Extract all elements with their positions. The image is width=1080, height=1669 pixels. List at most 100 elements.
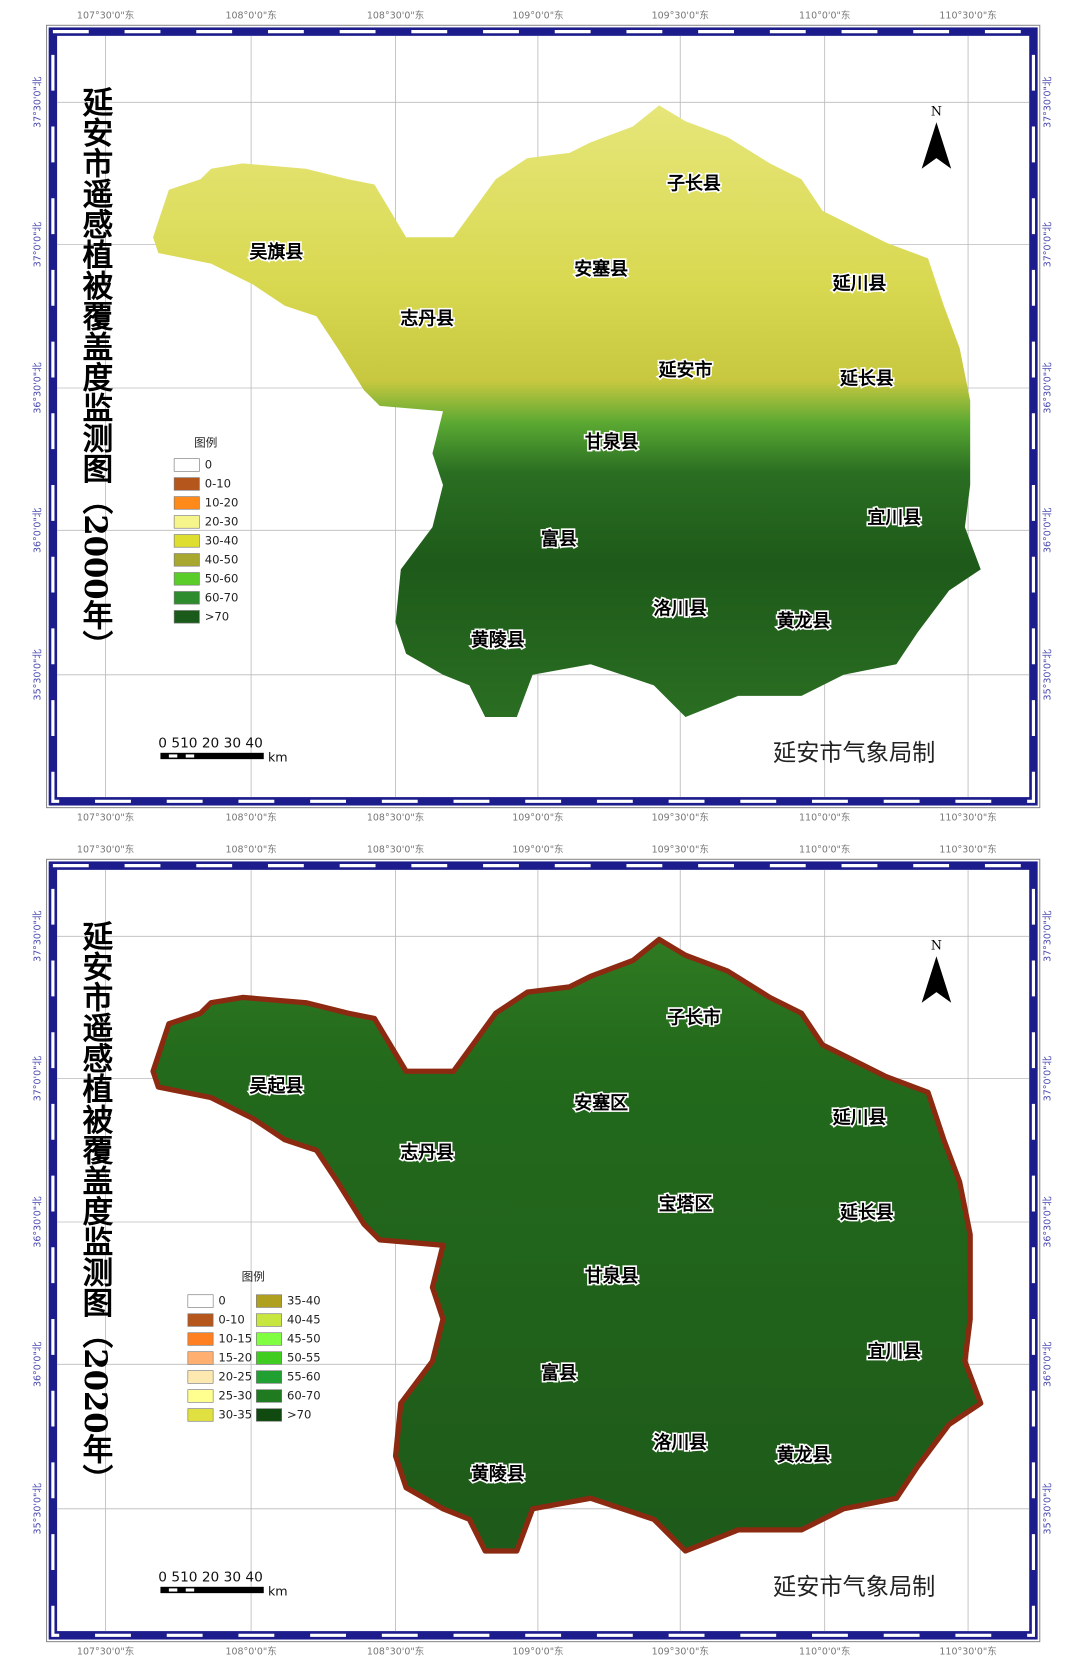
legend-swatch (187, 1294, 214, 1308)
legend-label: 15-20 (218, 1351, 252, 1365)
county-label: 黄龙县 (777, 610, 831, 632)
longitude-label: 108°0'0"东 (225, 9, 276, 21)
county-label: 富县 (541, 528, 577, 550)
latitude-label: 35°30'0"北 (1043, 649, 1054, 701)
county-label: 宜川县 (867, 1341, 921, 1363)
county-label: 延长县 (839, 1203, 894, 1224)
legend-label: 0 (205, 457, 212, 471)
longitude-label: 110°0'0"东 (799, 9, 850, 21)
county-label: 延长县 (839, 369, 894, 390)
latitude-label: 37°0'0"北 (1043, 1055, 1054, 1101)
scale-bar-segment (168, 754, 178, 758)
county-label: 安塞县 (574, 258, 628, 280)
legend-swatch (173, 496, 200, 510)
legend-label: >70 (287, 1407, 311, 1421)
county-label: 洛川县 (653, 1431, 707, 1453)
county-label: 安塞区 (574, 1092, 628, 1114)
legend-swatch (173, 553, 200, 567)
legend-label: 40-45 (287, 1313, 321, 1327)
legend-swatch (187, 1351, 214, 1365)
legend-label: >70 (205, 609, 229, 623)
legend-label: 25-30 (218, 1388, 252, 1402)
scale-unit: km (268, 750, 288, 765)
legend-swatch (187, 1313, 214, 1327)
outer-frame (46, 24, 1041, 809)
map-panel: 107°30'0"东 107°30'0"东 108°0'0"东 108°0'0"东 10… (33, 9, 1054, 824)
legend-swatch (256, 1294, 282, 1308)
county-label: 洛川县 (653, 597, 707, 619)
scale-bar-segment (185, 1588, 195, 1592)
legend-label: 20-30 (205, 514, 239, 528)
county-label: 黄陵县 (471, 629, 525, 651)
county-label: 黄陵县 (471, 1463, 525, 1485)
north-arrow (921, 122, 952, 169)
county-label: 甘泉县 (585, 1265, 639, 1287)
north-label: N (931, 937, 942, 952)
legend-swatch (187, 1332, 214, 1346)
legend-label: 0-10 (205, 476, 231, 490)
region (153, 105, 981, 717)
county-label: 甘泉县 (585, 431, 639, 453)
scale-bar-segment (185, 754, 195, 758)
longitude-label: 109°0'0"东 (512, 812, 563, 824)
longitude-label: 108°30'0"东 (367, 1646, 424, 1658)
legend-title: 图例 (194, 435, 217, 449)
latitude-label: 35°30'0"北 (33, 649, 44, 701)
county-label: 延川县 (832, 1108, 887, 1129)
map-title: 延安市遥感植被覆盖度监测图（2020年） (77, 920, 114, 1494)
north-arrow (921, 956, 952, 1003)
latitude-label: 36°30'0"北 (33, 362, 44, 414)
legend-swatch (173, 477, 200, 491)
map-title: 延安市遥感植被覆盖度监测图（2000年） (77, 86, 114, 660)
latitude-label: 36°30'0"北 (1043, 1196, 1054, 1248)
north-label: N (931, 103, 942, 118)
legend-label: 50-60 (205, 571, 239, 585)
longitude-label: 107°30'0"东 (77, 843, 134, 855)
scale-bar (160, 1586, 264, 1594)
longitude-label: 109°0'0"东 (512, 9, 563, 21)
legend-label: 55-60 (287, 1369, 321, 1383)
latitude-label: 36°30'0"北 (1043, 362, 1054, 414)
longitude-label: 110°30'0"东 (939, 1646, 996, 1658)
longitude-label: 108°30'0"东 (367, 843, 424, 855)
legend-swatch (256, 1370, 282, 1384)
scale-bar-segment (168, 1588, 178, 1592)
latitude-label: 35°30'0"北 (33, 1483, 44, 1535)
county-label: 志丹县 (400, 1141, 454, 1163)
scale-unit: km (268, 1584, 288, 1599)
scale-labels: 0 510 20 30 40 (158, 735, 263, 751)
longitude-label: 110°30'0"东 (939, 843, 996, 855)
map-border-pattern (51, 30, 1036, 803)
longitude-label: 109°30'0"东 (652, 9, 709, 21)
legend-swatch (256, 1351, 282, 1365)
latitude-label: 36°0'0"北 (33, 1341, 44, 1387)
longitude-label: 107°30'0"东 (77, 1646, 134, 1658)
region (150, 936, 984, 1554)
outer-frame (46, 858, 1041, 1643)
legend-swatch (256, 1389, 282, 1403)
legend-label: 45-50 (287, 1332, 321, 1346)
longitude-label: 109°0'0"东 (512, 1646, 563, 1658)
latitude-label: 37°0'0"北 (33, 221, 44, 267)
legend-swatch (187, 1408, 214, 1422)
latitude-label: 37°30'0"北 (1043, 910, 1054, 962)
legend-label: 40-50 (205, 552, 239, 566)
latitude-label: 37°0'0"北 (1043, 221, 1054, 267)
map-border-pattern (51, 864, 1036, 1637)
latitude-label: 36°0'0"北 (1043, 507, 1054, 553)
map-panel: 107°30'0"东 107°30'0"东 108°0'0"东 108°0'0"东 10… (33, 843, 1054, 1658)
legend-swatch (173, 458, 200, 472)
longitude-label: 108°0'0"东 (225, 843, 276, 855)
scale-labels: 0 510 20 30 40 (158, 1569, 263, 1585)
credit: 延安市气象局制 (773, 739, 935, 766)
longitude-label: 110°0'0"东 (799, 843, 850, 855)
longitude-label: 110°30'0"东 (939, 812, 996, 824)
legend-label: 50-55 (287, 1351, 321, 1365)
latitude-label: 35°30'0"北 (1043, 1483, 1054, 1535)
legend-label: 35-40 (287, 1294, 321, 1308)
legend-swatch (173, 572, 200, 586)
longitude-label: 110°0'0"东 (799, 812, 850, 824)
legend-label: 0 (218, 1294, 225, 1308)
legend-swatch (173, 534, 200, 548)
longitude-label: 109°30'0"东 (652, 843, 709, 855)
